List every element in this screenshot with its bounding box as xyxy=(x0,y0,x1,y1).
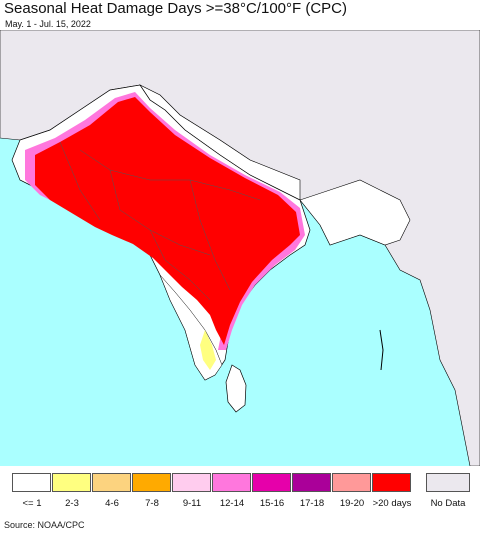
legend-label: 9-11 xyxy=(182,498,202,509)
legend-label: 2-3 xyxy=(65,498,79,509)
legend-swatch xyxy=(92,473,131,492)
map-subtitle: May. 1 - Jul. 15, 2022 xyxy=(5,19,91,29)
legend: <= 1 2-3 4-6 7-8 9-11 12-14 15-16 17-18 19-20 >20… xyxy=(12,473,472,513)
legend-label: >20 days xyxy=(372,498,412,509)
legend-swatch xyxy=(252,473,291,492)
legend-swatch xyxy=(52,473,91,492)
legend-label: <= 1 xyxy=(22,498,42,509)
east-land-white xyxy=(299,179,411,246)
legend-label: 12-14 xyxy=(219,498,245,509)
legend-nodata-swatch xyxy=(426,473,470,492)
south-india-yellow xyxy=(200,330,216,370)
legend-label: 7-8 xyxy=(145,498,159,509)
legend-swatch xyxy=(132,473,171,492)
andaman-islands xyxy=(379,329,384,371)
legend-label: 17-18 xyxy=(299,498,325,509)
legend-swatch xyxy=(372,473,411,492)
internal-borders xyxy=(59,141,261,301)
legend-label: 4-6 xyxy=(105,498,119,509)
heat-damage-map xyxy=(0,30,480,466)
legend-swatch xyxy=(212,473,251,492)
legend-label: 19-20 xyxy=(339,498,365,509)
heat-core-red xyxy=(35,97,300,345)
source-note: Source: NOAA/CPC xyxy=(4,520,85,530)
legend-nodata-label: No Data xyxy=(430,498,466,509)
legend-swatch xyxy=(332,473,371,492)
legend-swatch xyxy=(12,473,51,492)
map-title: Seasonal Heat Damage Days >=38°C/100°F (… xyxy=(4,0,347,17)
legend-swatch xyxy=(172,473,211,492)
legend-label: 15-16 xyxy=(259,498,285,509)
legend-swatch xyxy=(292,473,331,492)
sri-lanka xyxy=(225,364,247,413)
